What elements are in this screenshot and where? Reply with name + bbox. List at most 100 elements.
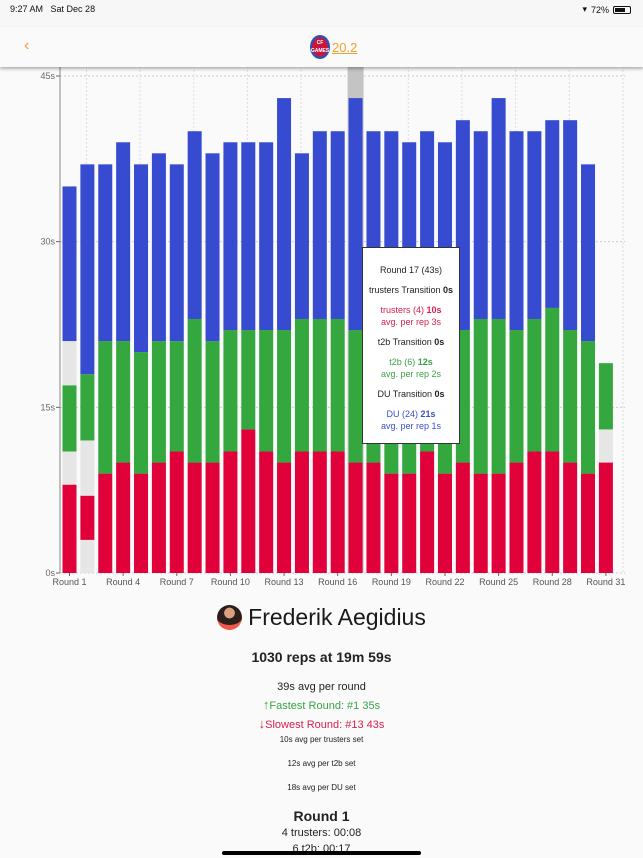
bar-segment-trusters	[294, 451, 309, 573]
bar-segment-t2b	[223, 330, 238, 452]
bar-segment-t2b	[134, 352, 149, 474]
avg-round: 39s avg per round	[277, 681, 366, 693]
status-time: 9:27 AM Sat Dec 28	[10, 4, 96, 14]
workout-title: CF GAMES 20.2	[310, 35, 357, 59]
chart-tooltip: Round 17 (43s) trusters Transition 0s tr…	[362, 247, 460, 444]
bar-segment-transition	[598, 429, 613, 463]
bar-segment-trusters	[223, 451, 238, 573]
bar-segment-trusters	[62, 484, 77, 573]
bar-segment-trusters	[384, 473, 399, 573]
bar-segment-DU	[205, 153, 220, 342]
tooltip-transition-t2b: t2b Transition 0s	[377, 337, 445, 347]
bar-segment-t2b	[330, 318, 345, 452]
bar-segment-t2b	[491, 318, 506, 474]
bar-segment-t2b	[187, 318, 202, 463]
x-tick-label: Round 22	[425, 577, 464, 587]
y-tick-label: 30s	[40, 237, 55, 247]
bar-segment-trusters	[312, 451, 327, 573]
x-tick-label: Round 13	[265, 577, 304, 587]
bar-segment-trusters	[169, 451, 184, 573]
bar-segment-DU	[527, 131, 542, 319]
bar-segment-trusters	[259, 451, 274, 573]
bar-segment-DU	[62, 186, 77, 342]
bar-segment-trusters	[473, 473, 488, 573]
bar-segment-t2b	[80, 374, 95, 441]
bar-segment-trusters	[116, 462, 131, 573]
x-tick-label: Round 4	[106, 577, 140, 587]
y-tick-label: 0s	[45, 568, 55, 578]
avg-trusters: 10s avg per trusters set	[279, 735, 364, 744]
bar-segment-DU	[116, 142, 131, 342]
x-tick-label: Round 28	[533, 577, 572, 587]
bar-segment-trusters	[545, 451, 560, 573]
bar-segment-t2b	[169, 341, 184, 452]
x-tick-label: Round 10	[211, 577, 250, 587]
bar-segment-DU	[134, 164, 149, 353]
wifi-icon: ▾	[582, 4, 587, 14]
bar-segment-DU	[348, 98, 363, 331]
bar-segment-trusters	[563, 462, 578, 573]
workout-link[interactable]: 20.2	[332, 39, 358, 55]
bar-segment-transition	[62, 341, 77, 386]
bar-segment-t2b	[205, 341, 220, 463]
bar-segment-DU	[330, 131, 345, 319]
bar-segment-t2b	[598, 363, 613, 430]
round-detail-title: Round 1	[293, 808, 350, 824]
bar-segment-t2b	[563, 330, 578, 463]
status-bar: 9:27 AM Sat Dec 28 ▾ 72%	[0, 0, 643, 27]
bar-segment-trusters	[509, 462, 524, 573]
bar-segment-t2b	[259, 330, 274, 452]
x-tick-label: Round 7	[160, 577, 194, 587]
bar-segment-trusters	[151, 462, 166, 573]
bar-segment-trusters	[581, 473, 596, 573]
round-times-chart[interactable]: 0s 15s 30s 45s Round 1 Round 4 Round 7 Round 10…	[0, 66, 643, 596]
bar-segment-trusters	[205, 462, 220, 573]
arrow-down-icon: ↓	[258, 716, 266, 731]
bar-segment-DU	[241, 142, 256, 331]
bar-segment-DU	[473, 131, 488, 319]
bar-segment-transition	[62, 451, 77, 485]
bar-segment-DU	[169, 164, 184, 342]
bar-segment-DU	[259, 142, 274, 331]
y-tick-label: 45s	[40, 71, 55, 81]
x-tick-label: Round 19	[372, 577, 411, 587]
bar-segment-DU	[294, 153, 309, 319]
bar-segment-trusters	[187, 462, 202, 573]
battery-icon	[613, 5, 631, 14]
bar-segment-DU	[491, 98, 506, 319]
tooltip-title: Round 17 (43s)	[379, 265, 443, 275]
bar-segment-t2b	[277, 330, 292, 463]
bar-segment-t2b	[294, 318, 309, 452]
bar-segment-t2b	[151, 341, 166, 463]
score: 1030 reps at 19m 59s	[251, 649, 392, 665]
bar-segment-t2b	[62, 385, 77, 452]
bar-segment-t2b	[241, 330, 256, 430]
x-tick-label: Round 25	[479, 577, 518, 587]
y-tick-label: 15s	[40, 402, 55, 412]
crossfit-games-logo: CF GAMES	[310, 35, 330, 59]
fastest-round: ↑Fastest Round: #1 35s	[262, 697, 381, 712]
bar-segment-t2b	[581, 341, 596, 474]
bar-segment-DU	[545, 120, 560, 308]
bar-segment-trusters	[134, 473, 149, 573]
tooltip-t2b: t2b (6) 12s avg. per rep 2s	[380, 357, 442, 379]
bar-segment-trusters	[420, 451, 435, 573]
bar-segment-trusters	[277, 462, 292, 573]
x-tick-label: Round 1	[52, 577, 86, 587]
back-button[interactable]: ‹	[24, 37, 30, 54]
tooltip-transition-trusters: trusters Transition 0s	[368, 285, 454, 295]
x-tick-label: Round 31	[586, 577, 625, 587]
home-indicator[interactable]	[222, 851, 421, 855]
bar-segment-trusters	[241, 429, 256, 573]
bar-segment-trusters	[366, 462, 381, 573]
bar-segment-t2b	[98, 341, 113, 474]
bar-segment-DU	[151, 153, 166, 342]
bar-segment-t2b	[509, 330, 524, 463]
athlete-header: Frederik Aegidius	[0, 604, 643, 631]
bar-segment-DU	[223, 142, 238, 331]
bar-segment-trusters	[80, 495, 95, 540]
slowest-round: ↓Slowest Round: #13 43s	[258, 716, 385, 731]
nav-header: ‹ CF GAMES 20.2	[0, 27, 643, 67]
tooltip-du: DU (24) 21s avg. per rep 1s	[380, 409, 442, 431]
bar-segment-DU	[509, 131, 524, 331]
